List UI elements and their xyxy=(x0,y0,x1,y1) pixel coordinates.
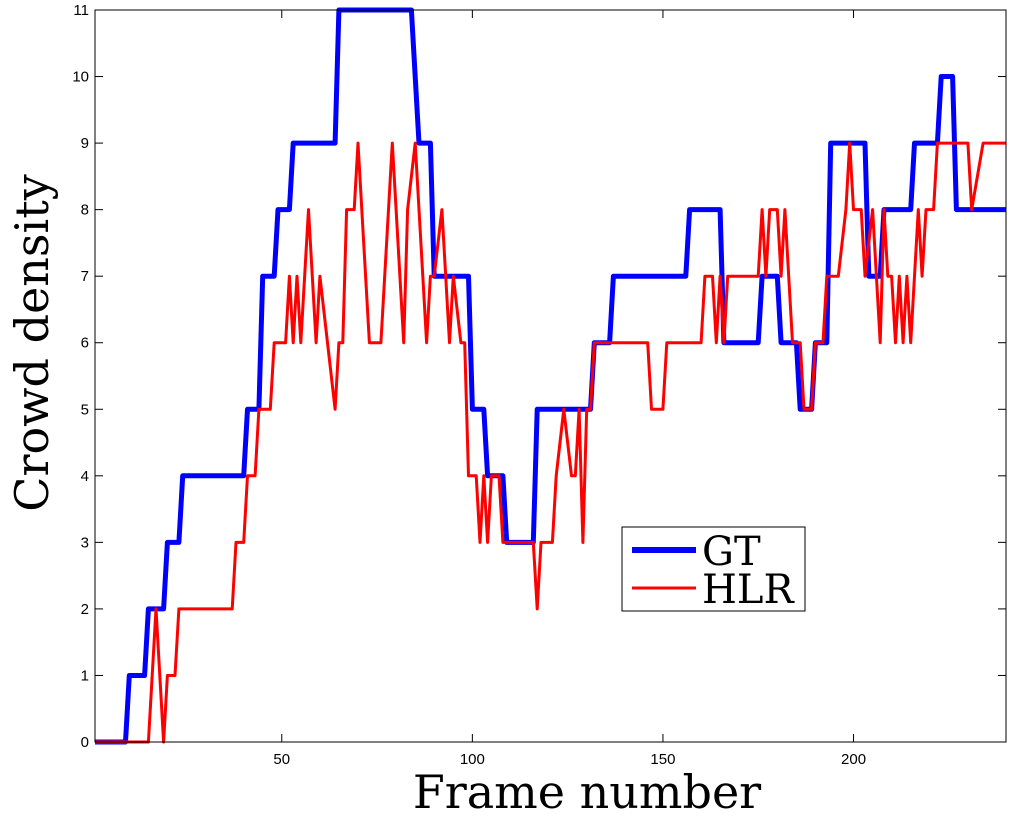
y-tick-label: 4 xyxy=(81,468,89,485)
y-tick-label: 2 xyxy=(81,601,89,618)
y-tick-label: 8 xyxy=(81,202,89,219)
y-tick-label: 10 xyxy=(72,69,89,86)
series-lines xyxy=(95,7,1006,745)
series-line-hlr xyxy=(95,141,1006,744)
x-tick-label: 150 xyxy=(650,751,675,768)
legend-label-hlr: HLR xyxy=(702,567,795,613)
y-tick-label: 5 xyxy=(81,401,89,418)
y-tick-label: 0 xyxy=(81,734,89,751)
y-tick-label: 11 xyxy=(73,2,89,19)
axis-ticks xyxy=(95,9,1006,743)
legend: GT HLR xyxy=(621,526,806,613)
y-tick-label: 1 xyxy=(81,667,89,684)
x-tick-label: 100 xyxy=(460,751,485,768)
tick-labels: 50 100 150 200 0 1 2 3 4 5 6 7 8 9 10 11 xyxy=(72,2,866,768)
y-tick-label: 3 xyxy=(81,534,89,551)
y-tick-label: 9 xyxy=(81,135,89,152)
y-tick-label: 7 xyxy=(81,268,89,285)
x-tick-label: 200 xyxy=(841,751,866,768)
x-axis-title: Frame number xyxy=(413,765,761,818)
legend-box xyxy=(621,526,806,612)
x-tick-label: 50 xyxy=(273,751,290,768)
legend-label-gt: GT xyxy=(702,529,761,575)
series-line-gt xyxy=(95,7,1006,745)
plot-frame xyxy=(94,9,1007,743)
y-tick-label: 6 xyxy=(81,335,89,352)
y-axis-title: Crowd density xyxy=(5,174,59,511)
